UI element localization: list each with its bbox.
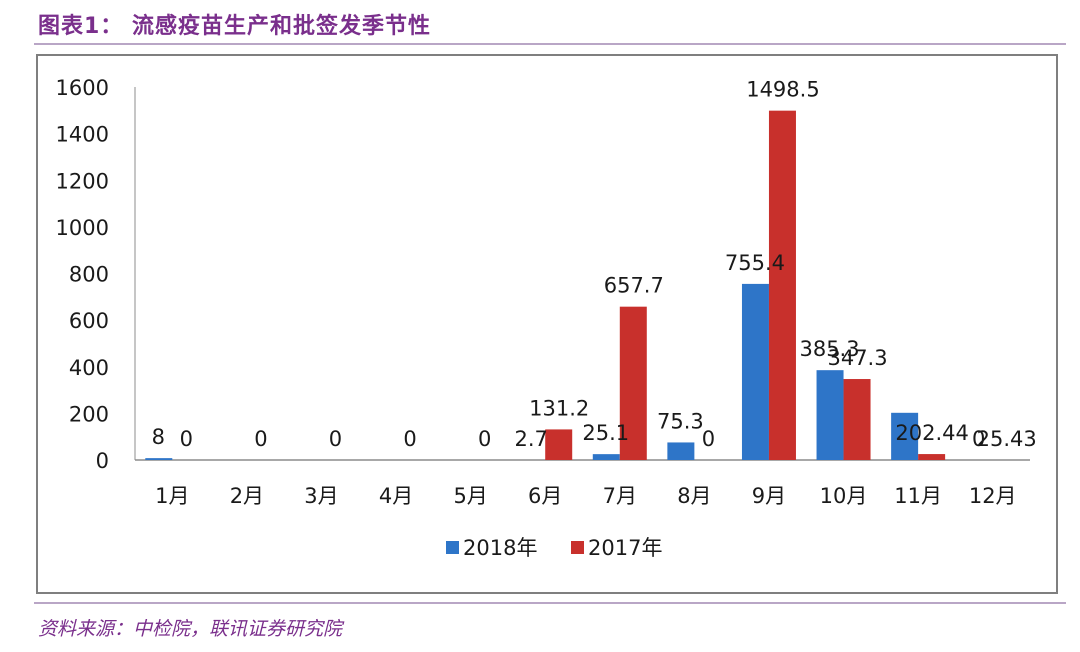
y-tick-label: 400: [69, 356, 109, 380]
bar-2018: [891, 412, 919, 460]
bar-2018: [741, 283, 769, 460]
data-label: 0: [329, 427, 342, 451]
x-tick-label: 7月: [603, 484, 637, 508]
legend-label: 2018年: [463, 536, 537, 560]
source-divider: [34, 602, 1066, 604]
data-label: 2.7: [515, 427, 548, 451]
data-label: 0: [403, 427, 416, 451]
x-tick-label: 10月: [820, 484, 868, 508]
bar-2017: [918, 454, 946, 460]
data-label: 75.3: [657, 409, 704, 433]
data-label: 0: [254, 427, 267, 451]
source-note: 资料来源：中检院，联讯证券研究院: [38, 618, 343, 640]
data-label: 202.44: [895, 421, 968, 445]
y-tick-label: 800: [69, 263, 109, 287]
data-label: 0: [478, 427, 491, 451]
bar-2017: [768, 110, 796, 461]
data-label: 385.3: [799, 337, 859, 361]
x-tick-label: 6月: [528, 484, 562, 508]
data-label: 8: [152, 425, 165, 449]
data-label: 25.43: [977, 427, 1037, 451]
bar-2018: [667, 442, 695, 460]
data-label: 657.7: [604, 274, 664, 298]
bar-2018: [145, 458, 173, 460]
title-divider: [34, 43, 1066, 45]
data-label: 0: [972, 427, 985, 451]
legend-label: 2017年: [588, 536, 662, 560]
y-tick-label: 600: [69, 309, 109, 333]
data-label: 347.3: [827, 346, 887, 370]
chart-frame: 0 200 400 600 800 1000 1200 1400 1600 1月 2月 3月 4月 5月 6…: [36, 54, 1058, 594]
y-tick-label: 1600: [56, 76, 109, 100]
bar-2018: [592, 454, 620, 460]
data-label: 25.1: [582, 421, 629, 445]
data-label: 1498.5: [746, 78, 819, 102]
y-tick-label: 1200: [56, 169, 109, 193]
bar-2017: [545, 429, 573, 460]
x-tick-label: 11月: [894, 484, 942, 508]
y-tick-label: 1400: [56, 123, 109, 147]
y-tick-label: 200: [69, 402, 109, 426]
x-tick-label: 1月: [155, 484, 189, 508]
y-tick-label: 1000: [56, 216, 109, 240]
x-tick-label: 9月: [752, 484, 786, 508]
x-tick-label: 3月: [304, 484, 338, 508]
x-tick-label: 2月: [230, 484, 264, 508]
x-tick-label: 5月: [453, 484, 487, 508]
data-label: 131.2: [529, 396, 589, 420]
x-tick-label: 4月: [379, 484, 413, 508]
y-tick-label: 0: [96, 449, 109, 473]
data-label: 755.4: [725, 251, 785, 275]
legend-swatch: [446, 541, 459, 554]
bar-2017: [619, 306, 647, 460]
legend-swatch: [571, 541, 584, 554]
x-tick-label: 8月: [677, 484, 711, 508]
figure-title: 图表1： 流感疫苗生产和批签发季节性: [38, 14, 431, 39]
bar-2018: [816, 370, 844, 460]
data-label: 0: [180, 427, 193, 451]
data-label: 0: [702, 427, 715, 451]
bar-2017: [843, 379, 871, 460]
x-tick-label: 12月: [969, 484, 1017, 508]
